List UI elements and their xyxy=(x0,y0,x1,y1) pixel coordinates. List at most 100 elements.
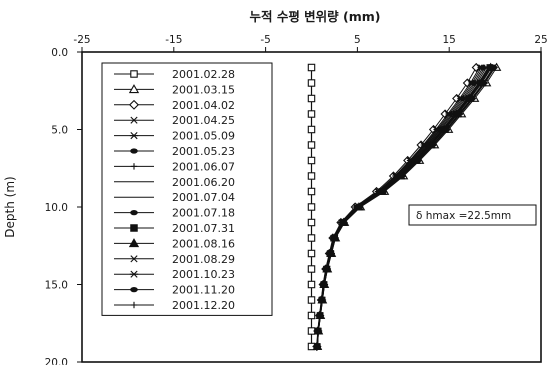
legend-label: 2001.07.18 xyxy=(172,207,235,220)
legend-marker xyxy=(129,132,139,140)
data-point-shape xyxy=(307,156,316,165)
data-point xyxy=(307,234,316,242)
data-point xyxy=(332,235,339,241)
legend-label: 2001.07.31 xyxy=(172,222,235,235)
legend-marker-shape xyxy=(128,238,140,248)
legend-marker xyxy=(130,287,138,293)
data-point xyxy=(307,94,316,103)
legend-marker xyxy=(130,116,138,124)
data-point xyxy=(482,80,488,86)
y-tick-label: 10.0 xyxy=(45,202,68,214)
data-point xyxy=(307,172,316,180)
series-reference xyxy=(307,63,316,351)
legend-label: 2001.08.29 xyxy=(172,253,235,266)
data-point xyxy=(317,312,324,319)
y-tick-label: 20.0 xyxy=(45,357,68,365)
x-tick-label: -5 xyxy=(260,34,270,46)
legend-item: 2001.04.02 xyxy=(114,99,235,112)
data-point-shape xyxy=(307,94,316,103)
legend-label: 2001.03.15 xyxy=(172,83,235,96)
legend-label: 2001.07.04 xyxy=(172,191,235,204)
legend-marker xyxy=(130,163,138,170)
legend-marker-shape xyxy=(130,210,138,216)
legend-item: 2001.05.23 xyxy=(114,145,235,158)
data-point xyxy=(307,125,316,134)
legend-marker xyxy=(130,210,138,216)
legend-marker-shape xyxy=(128,84,140,94)
legend-item: 2001.07.04 xyxy=(114,191,235,204)
series-2001-12-20 xyxy=(314,64,498,350)
data-point-shape xyxy=(307,280,316,289)
y-tick-label: 5.0 xyxy=(51,125,68,137)
data-point-shape xyxy=(307,187,316,196)
legend-label: 2001.05.09 xyxy=(172,130,235,143)
legend-label: 2001.06.07 xyxy=(172,160,235,173)
data-point-shape xyxy=(307,125,316,134)
x-tick-label: -25 xyxy=(73,34,90,46)
data-point-shape xyxy=(307,110,316,118)
data-point-shape xyxy=(307,203,316,211)
legend-item: 2001.08.16 xyxy=(114,237,235,250)
data-point-shape xyxy=(307,79,316,87)
legend-item: 2001.11.20 xyxy=(114,284,235,297)
y-tick-label: 15.0 xyxy=(45,280,68,292)
data-point xyxy=(307,203,316,211)
legend-marker-shape xyxy=(129,99,139,110)
legend-marker-shape xyxy=(130,255,138,263)
data-point xyxy=(381,188,387,195)
legend-marker xyxy=(129,99,139,110)
legend-label: 2001.11.20 xyxy=(172,284,235,297)
legend-marker xyxy=(130,301,138,309)
legend-marker-shape xyxy=(130,70,138,78)
legend-marker-shape xyxy=(130,224,138,232)
legend-item: 2001.04.25 xyxy=(114,114,235,127)
x-tick-label: 25 xyxy=(534,34,547,46)
data-point xyxy=(307,218,316,227)
y-axis-label: Depth (m) xyxy=(3,176,17,237)
data-point xyxy=(470,95,476,102)
legend-marker xyxy=(130,148,138,154)
legend-item: 2001.07.31 xyxy=(114,222,235,235)
data-point xyxy=(319,297,326,303)
data-point xyxy=(307,63,316,72)
data-point xyxy=(492,64,498,71)
legend-item: 2001.06.07 xyxy=(114,160,235,173)
legend-item: 2001.10.23 xyxy=(114,268,235,281)
legend-marker-shape xyxy=(130,287,138,293)
data-point-shape xyxy=(307,141,316,149)
data-point xyxy=(324,266,331,272)
data-point-shape xyxy=(307,218,316,227)
data-point xyxy=(307,156,316,165)
data-point xyxy=(415,157,422,164)
annotation-box xyxy=(408,204,537,226)
data-point xyxy=(321,281,328,288)
legend-label: 2001.04.02 xyxy=(172,99,235,112)
legend-item: 2001.05.09 xyxy=(114,130,235,143)
data-point-shape xyxy=(307,234,316,242)
data-point-shape xyxy=(307,172,316,180)
data-point xyxy=(328,250,335,257)
legend-marker-shape xyxy=(130,148,138,154)
legend-label: 2001.05.23 xyxy=(172,145,235,158)
legend-item: 2001.07.18 xyxy=(114,207,235,220)
legend-item: 2001.02.28 xyxy=(114,68,235,81)
legend-marker xyxy=(130,224,138,232)
legend-label: 2001.02.28 xyxy=(172,68,235,81)
data-point xyxy=(307,79,316,87)
legend-marker xyxy=(130,255,138,263)
legend-item: 2001.03.15 xyxy=(114,83,235,96)
data-point xyxy=(315,328,322,334)
data-point xyxy=(307,141,316,149)
legend-marker xyxy=(129,270,139,278)
legend-label: 2001.08.16 xyxy=(172,237,235,250)
data-point-shape xyxy=(307,265,316,273)
data-point xyxy=(430,142,437,148)
x-tick-label: 5 xyxy=(354,34,361,46)
legend-marker-shape xyxy=(130,116,138,124)
data-point xyxy=(307,110,316,118)
y-tick-label: 0.0 xyxy=(51,47,68,59)
annotation-text: δ hmax =22.5mm xyxy=(416,210,511,222)
legend-marker xyxy=(130,70,138,78)
